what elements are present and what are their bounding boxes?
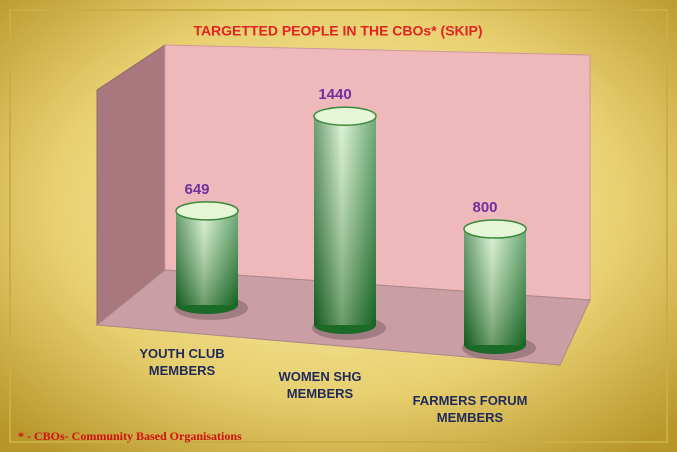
value-label: 649 (184, 180, 210, 198)
x-tick-label: YOUTH CLUB MEMBERS (139, 346, 225, 378)
bar-shade (176, 210, 238, 305)
bar-shade (464, 229, 526, 345)
footnote: * - CBOs- Community Based Organisations (18, 429, 242, 443)
chart-title: TARGETTED PEOPLE IN THE CBOs* (SKIP) (193, 23, 482, 39)
x-tick-label: FARMERS FORUM MEMBERS (412, 393, 528, 425)
cylinder-top (175, 201, 239, 221)
frame (9, 9, 668, 443)
bar-shade (314, 116, 376, 325)
value-label: 1440 (318, 86, 352, 104)
x-tick-label: WOMEN SHG MEMBERS (278, 369, 362, 401)
cylinder-top (463, 219, 527, 239)
cylinder-top (313, 106, 377, 126)
value-label: 800 (472, 199, 498, 216)
